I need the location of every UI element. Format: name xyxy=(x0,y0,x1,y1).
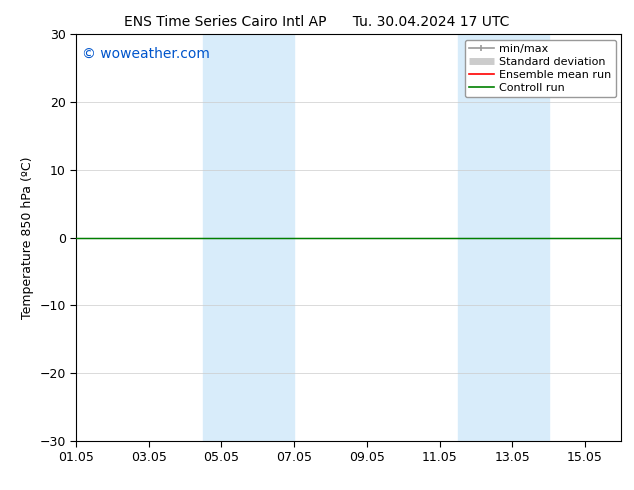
Bar xyxy=(458,34,548,441)
Bar xyxy=(204,34,294,441)
Legend: min/max, Standard deviation, Ensemble mean run, Controll run: min/max, Standard deviation, Ensemble me… xyxy=(465,40,616,97)
Text: ENS Time Series Cairo Intl AP      Tu. 30.04.2024 17 UTC: ENS Time Series Cairo Intl AP Tu. 30.04.… xyxy=(124,15,510,29)
Text: © woweather.com: © woweather.com xyxy=(82,47,209,60)
Y-axis label: Temperature 850 hPa (ºC): Temperature 850 hPa (ºC) xyxy=(21,156,34,319)
